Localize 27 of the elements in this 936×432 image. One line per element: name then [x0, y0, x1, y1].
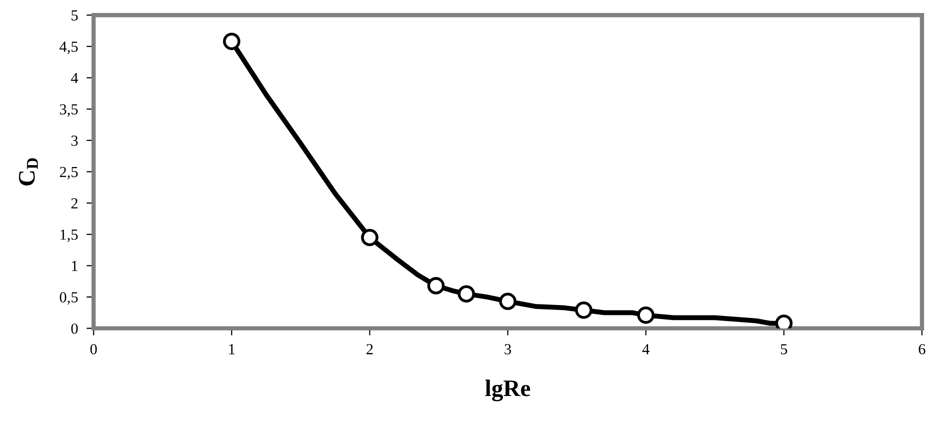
point	[637, 306, 655, 324]
point	[427, 277, 445, 294]
x-tick-label: 0	[90, 344, 97, 354]
x-tick-label: 6	[918, 344, 926, 354]
y-tick-label: 1,5	[60, 230, 78, 242]
y-axis-title: C$_{D}$	[18, 158, 38, 186]
point	[361, 228, 378, 246]
x-tick-label: 1	[229, 344, 235, 354]
point	[499, 292, 516, 310]
x-axis-title: lgRe	[485, 380, 530, 402]
y-tick-label: 4,5	[60, 42, 78, 54]
y-tick-label: 4	[70, 73, 78, 84]
y-tick-label: 2	[71, 198, 78, 208]
y-tick-label: 0	[71, 323, 78, 334]
x-tick-label: 4	[642, 344, 650, 354]
y-tick-label: 3	[71, 136, 78, 146]
y-tick-label: 3,5	[60, 104, 78, 117]
y-tick-label: 0,5	[60, 292, 78, 305]
point	[458, 285, 476, 303]
x-tick-label: 5	[780, 344, 788, 354]
x-tick-label: 2	[366, 344, 373, 354]
y-tick-label: 2,5	[60, 166, 78, 180]
point	[575, 301, 592, 319]
y-tick-label: 1	[72, 260, 78, 271]
x-tick-label: 3	[504, 344, 512, 354]
point	[222, 32, 240, 50]
y-tick-label: 5	[72, 10, 78, 21]
